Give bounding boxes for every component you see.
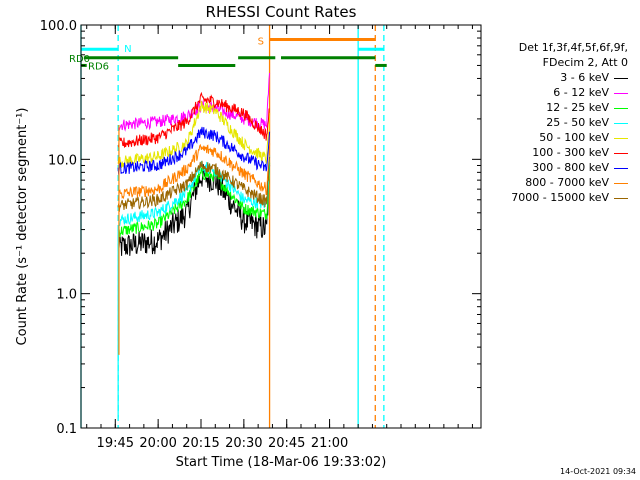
legend-swatch	[614, 122, 628, 124]
chart-title: RHESSI Count Rates	[206, 3, 357, 21]
y-axis-label: Count Rate (s⁻¹ detector segment⁻¹)	[15, 108, 30, 346]
legend-label: 3 - 6 keV	[560, 71, 609, 84]
legend-label: 800 - 7000 keV	[525, 176, 609, 189]
series-line-100-300keV	[117, 91, 270, 149]
legend-label: 50 - 100 keV	[539, 131, 609, 144]
series-line-7000-15000keV	[117, 156, 271, 212]
annotation-label-s: S	[258, 36, 264, 47]
legend-swatch	[614, 167, 628, 169]
annotation-label-rd6: RD6	[88, 61, 109, 72]
x-tick-label-0: 19:45	[97, 436, 134, 451]
plot-frame	[80, 24, 482, 429]
x-tick-label-5: 21:00	[311, 436, 348, 451]
legend-entry: 3 - 6 keV	[511, 70, 628, 85]
legend-swatch	[614, 137, 628, 139]
legend-label: 12 - 25 keV	[546, 101, 609, 114]
legend-entry: 6 - 12 keV	[511, 85, 628, 100]
series-line-25-50keV	[117, 155, 271, 228]
series-line-12-25keV	[117, 162, 271, 238]
annotation-label-rd0: RD0	[69, 54, 90, 65]
legend-header-line-2: FDecim 2, Att 0	[542, 56, 628, 69]
legend-swatch	[614, 152, 628, 154]
series-line-3-6keV	[117, 164, 271, 256]
legend-label: 100 - 300 keV	[532, 146, 609, 159]
legend-swatch	[614, 182, 628, 184]
legend-label: 7000 - 15000 keV	[511, 191, 609, 204]
y-tick-label-0: 0.1	[56, 422, 77, 437]
y-tick-label-1: 1.0	[56, 288, 77, 303]
legend-swatch	[614, 107, 628, 109]
y-tick-label-3: 100.0	[40, 19, 77, 34]
x-tick-label-4: 20:45	[268, 436, 305, 451]
legend-entry: 100 - 300 keV	[511, 145, 628, 160]
legend-swatch	[614, 92, 628, 94]
legend-entry: 800 - 7000 keV	[511, 175, 628, 190]
legend-swatch	[614, 197, 628, 199]
legend-swatch	[614, 77, 628, 79]
legend-entry: 12 - 25 keV	[511, 100, 628, 115]
legend-label: 25 - 50 keV	[546, 116, 609, 129]
legend-label: 6 - 12 keV	[553, 86, 609, 99]
y-tick-label-2: 10.0	[48, 153, 77, 168]
legend-entry: 50 - 100 keV	[511, 130, 628, 145]
x-axis-label: Start Time (18-Mar-06 19:33:02)	[176, 455, 387, 470]
legend-entry: 7000 - 15000 keV	[511, 190, 628, 205]
legend-entry: 25 - 50 keV	[511, 115, 628, 130]
series-line-800-7000keV	[117, 143, 271, 200]
legend-entry: 300 - 800 keV	[511, 160, 628, 175]
legend-label: 300 - 800 keV	[532, 161, 609, 174]
legend: Det 1f,3f,4f,5f,6f,9f, FDecim 2, Att 0 3…	[511, 40, 628, 205]
series-line-300-800keV	[117, 126, 271, 175]
x-tick-label-3: 20:30	[225, 436, 262, 451]
legend-header-line-1: Det 1f,3f,4f,5f,6f,9f,	[518, 41, 628, 54]
x-tick-label-2: 20:15	[182, 436, 219, 451]
x-tick-label-1: 20:00	[139, 436, 176, 451]
timestamp: 14-Oct-2021 09:34	[560, 467, 636, 476]
series-line-50-100keV	[117, 100, 271, 169]
annotation-label-n: N	[124, 44, 131, 55]
